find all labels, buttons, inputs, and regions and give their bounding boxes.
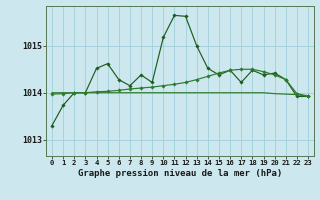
X-axis label: Graphe pression niveau de la mer (hPa): Graphe pression niveau de la mer (hPa) — [78, 169, 282, 178]
